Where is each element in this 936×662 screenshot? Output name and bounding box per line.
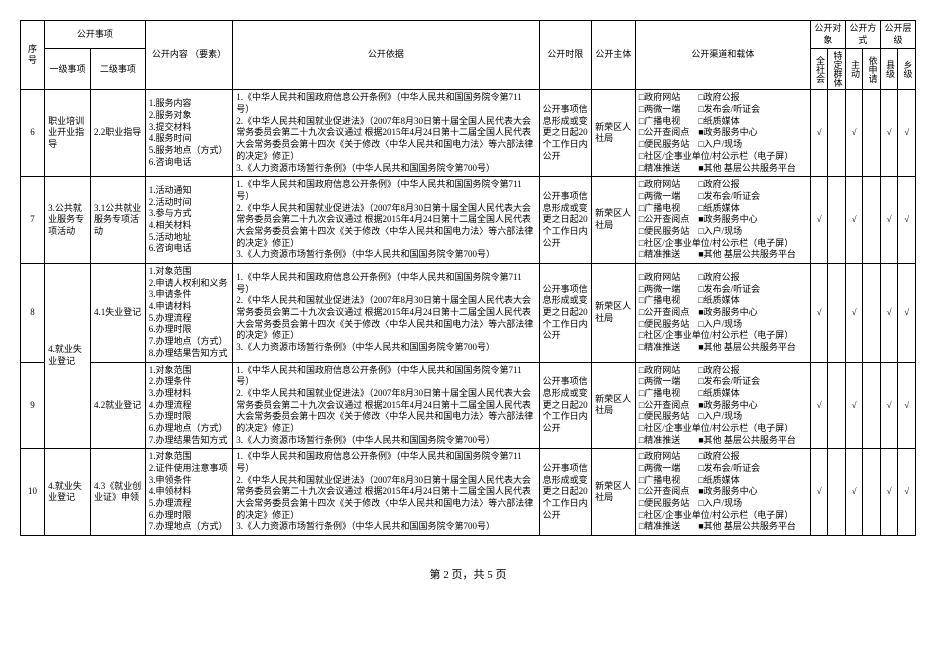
header-method: 公开方式 bbox=[845, 21, 880, 49]
cell-c5: √ bbox=[880, 90, 898, 177]
cell-lvl1: 4.就业失业登记 bbox=[45, 264, 91, 449]
cell-c5: √ bbox=[880, 177, 898, 264]
cell-c1: √ bbox=[810, 264, 828, 363]
header-open-item: 公开事项 bbox=[45, 21, 146, 49]
cell-lvl1: 4.就业失业登记 bbox=[45, 449, 91, 536]
cell-lvl1: 职业培训业开业指导 bbox=[45, 90, 91, 177]
header-all-society: 全社会 bbox=[810, 49, 828, 90]
cell-time: 公开事项信息形成或变更之日起20个工作日内公开 bbox=[539, 362, 592, 449]
table-row: 7 3.公共就业服务专项活动 3.1公共就业服务专项活动 1.活动通知 2.活动… bbox=[21, 177, 916, 264]
cell-content: 1.对象范围 2.证件使用注意事项 3.申领条件 4.申领材料 5.办理流程 6… bbox=[145, 449, 233, 536]
cell-lvl2: 4.3《就业创业证》申领 bbox=[91, 449, 146, 536]
cell-c3: √ bbox=[845, 264, 863, 363]
header-level: 公开层级 bbox=[880, 21, 915, 49]
cell-lvl2: 3.1公共就业服务专项活动 bbox=[91, 177, 146, 264]
header-target: 公开对象 bbox=[810, 21, 845, 49]
cell-content: 1.对象范围 2.申请人权利和义务 3.申请条件 4.申请材料 5.办理流程 6… bbox=[145, 264, 233, 363]
cell-c2 bbox=[828, 264, 846, 363]
cell-time: 公开事项信息形成或变更之日起20个工作日内公开 bbox=[539, 449, 592, 536]
header-time: 公开时限 bbox=[539, 21, 592, 90]
header-seq: 序号 bbox=[21, 21, 45, 90]
cell-seq: 10 bbox=[21, 449, 45, 536]
header-active: 主动 bbox=[845, 49, 863, 90]
cell-c4 bbox=[863, 449, 881, 536]
cell-subj: 新荣区人社局 bbox=[592, 449, 636, 536]
cell-channel: □政府网站 □政府公报 □两微一端 □发布会/听证会 □广播电视 □纸质媒体 □… bbox=[635, 90, 810, 177]
cell-c1: √ bbox=[810, 362, 828, 449]
cell-basis: 1.《中华人民共和国政府信息公开条例》（中华人民共和国国务院令第711号） 2.… bbox=[233, 264, 539, 363]
cell-c4 bbox=[863, 90, 881, 177]
cell-c2 bbox=[828, 449, 846, 536]
table-row: 8 4.就业失业登记 4.1失业登记 1.对象范围 2.申请人权利和义务 3.申… bbox=[21, 264, 916, 363]
cell-channel: □政府网站 □政府公报 □两微一端 □发布会/听证会 □广播电视 □纸质媒体 □… bbox=[635, 264, 810, 363]
cell-c6: √ bbox=[898, 177, 916, 264]
cell-lvl1: 3.公共就业服务专项活动 bbox=[45, 177, 91, 264]
cell-subj: 新荣区人社局 bbox=[592, 90, 636, 177]
cell-c3: √ bbox=[845, 362, 863, 449]
cell-c5: √ bbox=[880, 449, 898, 536]
cell-c1: √ bbox=[810, 90, 828, 177]
cell-time: 公开事项信息形成或变更之日起20个工作日内公开 bbox=[539, 177, 592, 264]
header-basis: 公开依据 bbox=[233, 21, 539, 90]
cell-content: 1.活动通知 2.活动时间 3.参与方式 4.相关材料 5.活动地址 6.咨询电… bbox=[145, 177, 233, 264]
cell-seq: 7 bbox=[21, 177, 45, 264]
cell-c3: √ bbox=[845, 449, 863, 536]
cell-c3: √ bbox=[845, 177, 863, 264]
cell-lvl2: 4.2就业登记 bbox=[91, 362, 146, 449]
cell-basis: 1.《中华人民共和国政府信息公开条例》（中华人民共和国国务院令第711号） 2.… bbox=[233, 362, 539, 449]
header-channel: 公开渠道和载体 bbox=[635, 21, 810, 90]
cell-c6: √ bbox=[898, 362, 916, 449]
table-header: 序号 公开事项 公开内容 （要素） 公开依据 公开时限 公开主体 公开渠道和载体… bbox=[21, 21, 916, 90]
cell-basis: 1.《中华人民共和国政府信息公开条例》（中华人民共和国国务院令第711号） 2.… bbox=[233, 90, 539, 177]
header-spec-group: 特定群体 bbox=[828, 49, 846, 90]
cell-seq: 8 bbox=[21, 264, 45, 363]
header-county: 县级 bbox=[880, 49, 898, 90]
table-row: 9 4.2就业登记 1.对象范围 2.办理条件 3.办理材料 4.办理流程 5.… bbox=[21, 362, 916, 449]
cell-c4 bbox=[863, 264, 881, 363]
cell-c3: √ bbox=[845, 90, 863, 177]
cell-time: 公开事项信息形成或变更之日起20个工作日内公开 bbox=[539, 90, 592, 177]
cell-content: 1.服务内容 2.服务对象 3.提交材料 4.服务时间 5.服务地点（方式） 6… bbox=[145, 90, 233, 177]
cell-c2 bbox=[828, 90, 846, 177]
cell-channel: □政府网站 □政府公报 □两微一端 □发布会/听证会 □广播电视 □纸质媒体 □… bbox=[635, 449, 810, 536]
table-row: 6 职业培训业开业指导 2.2职业指导 1.服务内容 2.服务对象 3.提交材料… bbox=[21, 90, 916, 177]
cell-c5: √ bbox=[880, 264, 898, 363]
cell-c1: √ bbox=[810, 449, 828, 536]
cell-c4 bbox=[863, 362, 881, 449]
header-level2: 二级事项 bbox=[91, 49, 146, 90]
cell-c2 bbox=[828, 177, 846, 264]
cell-seq: 6 bbox=[21, 90, 45, 177]
header-township: 乡级 bbox=[898, 49, 916, 90]
header-subject: 公开主体 bbox=[592, 21, 636, 90]
cell-subj: 新荣区人社局 bbox=[592, 264, 636, 363]
cell-c6: √ bbox=[898, 90, 916, 177]
cell-lvl2: 4.1失业登记 bbox=[91, 264, 146, 363]
cell-basis: 1.《中华人民共和国政府信息公开条例》（中华人民共和国国务院令第711号） 2.… bbox=[233, 177, 539, 264]
page-footer: 第 2 页，共 5 页 bbox=[20, 566, 916, 582]
cell-c2 bbox=[828, 362, 846, 449]
cell-subj: 新荣区人社局 bbox=[592, 177, 636, 264]
table-body: 6 职业培训业开业指导 2.2职业指导 1.服务内容 2.服务对象 3.提交材料… bbox=[21, 90, 916, 536]
cell-channel: □政府网站 □政府公报 □两微一端 □发布会/听证会 □广播电视 □纸质媒体 □… bbox=[635, 177, 810, 264]
table-row: 10 4.就业失业登记 4.3《就业创业证》申领 1.对象范围 2.证件使用注意… bbox=[21, 449, 916, 536]
cell-c6: √ bbox=[898, 449, 916, 536]
header-level1: 一级事项 bbox=[45, 49, 91, 90]
cell-c6: √ bbox=[898, 264, 916, 363]
cell-content: 1.对象范围 2.办理条件 3.办理材料 4.办理流程 5.办理时限 6.办理地… bbox=[145, 362, 233, 449]
cell-basis: 1.《中华人民共和国政府信息公开条例》（中华人民共和国国务院令第711号） 2.… bbox=[233, 449, 539, 536]
header-content: 公开内容 （要素） bbox=[145, 21, 233, 90]
cell-c5: √ bbox=[880, 362, 898, 449]
cell-seq: 9 bbox=[21, 362, 45, 449]
cell-time: 公开事项信息形成或变更之日起20个工作日内公开 bbox=[539, 264, 592, 363]
disclosure-table: 序号 公开事项 公开内容 （要素） 公开依据 公开时限 公开主体 公开渠道和载体… bbox=[20, 20, 916, 536]
cell-lvl2: 2.2职业指导 bbox=[91, 90, 146, 177]
cell-subj: 新荣区人社局 bbox=[592, 362, 636, 449]
header-by-app: 依申请 bbox=[863, 49, 881, 90]
cell-channel: □政府网站 □政府公报 □两微一端 □发布会/听证会 □广播电视 □纸质媒体 □… bbox=[635, 362, 810, 449]
cell-c1: √ bbox=[810, 177, 828, 264]
cell-c4 bbox=[863, 177, 881, 264]
page-container: 序号 公开事项 公开内容 （要素） 公开依据 公开时限 公开主体 公开渠道和载体… bbox=[20, 20, 916, 582]
